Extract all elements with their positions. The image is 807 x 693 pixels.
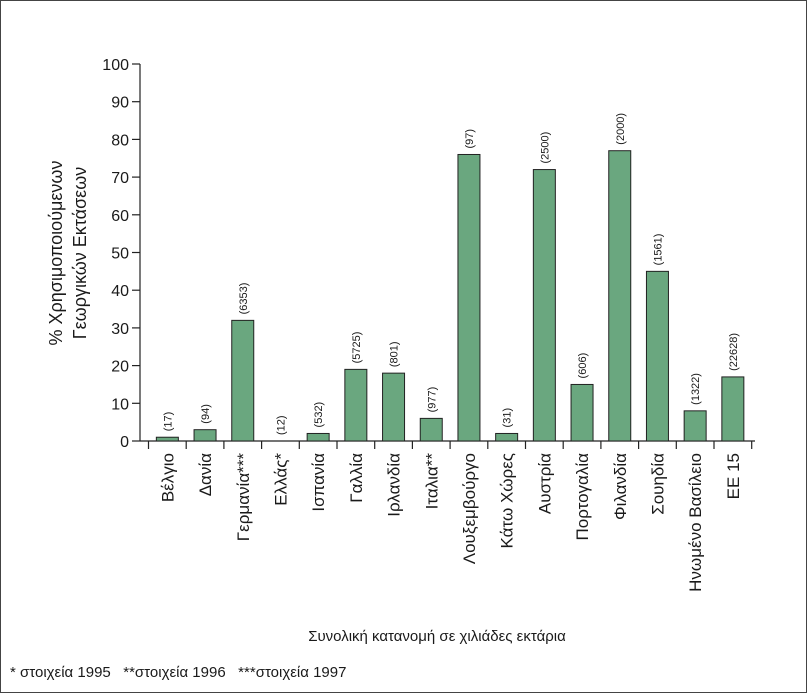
data-label: (977)	[426, 387, 438, 413]
y-tick-label: 20	[111, 359, 129, 376]
x-tick-label: Γαλλία	[347, 453, 366, 503]
x-tick-label: Ελλάς*	[271, 453, 290, 506]
y-axis-title-line1: % Χρησιμοποιούμενων	[46, 161, 66, 346]
bar	[193, 429, 217, 442]
y-tick-label: 0	[120, 434, 129, 451]
bar	[532, 169, 556, 442]
y-tick-label: 90	[111, 95, 129, 112]
x-axis-title: Συνολική κατανομή σε χιλιάδες εκτάρια	[308, 628, 566, 645]
bar	[419, 417, 443, 442]
bar	[495, 432, 519, 442]
data-label: (606)	[577, 353, 589, 379]
bar	[155, 436, 179, 442]
data-label: (1322)	[690, 373, 702, 405]
data-label: (801)	[389, 341, 401, 367]
x-tick-label: Πορτογαλία	[573, 453, 592, 541]
data-label: (5725)	[351, 332, 363, 364]
y-tick-label: 30	[111, 321, 129, 338]
y-tick-label: 40	[111, 283, 129, 300]
y-axis-title-line2: Γεωργικών Εκτάσεων	[70, 167, 90, 340]
x-tick-label: Λουξεμβούργο	[460, 453, 479, 564]
y-tick-label: 70	[111, 170, 129, 187]
bar	[382, 372, 406, 442]
y-tick-label: 100	[102, 57, 129, 74]
bar	[683, 410, 707, 442]
data-label: (22628)	[728, 333, 740, 371]
bar	[645, 270, 669, 442]
x-tick-label: Βέλγιο	[158, 453, 177, 502]
x-tick-label: ΕΕ 15	[724, 453, 743, 499]
labels: (17) Βέλγιο (94) Δανία (6353) Γερμανία*** (12)…	[158, 113, 743, 592]
x-tick-label: Ιρλανδία	[385, 453, 404, 517]
y-tick-label: 10	[111, 396, 129, 413]
x-tick-label: Φιλανδία	[611, 453, 630, 520]
y-tick-label: 50	[111, 246, 129, 263]
data-label: (2500)	[539, 132, 551, 164]
x-tick-label: Ιταλια**	[422, 453, 441, 510]
bar	[231, 319, 255, 442]
x-tick-label: Κάτω Χώρες	[498, 453, 517, 548]
data-label: (31)	[502, 408, 514, 428]
bar	[457, 153, 481, 442]
data-label: (17)	[162, 412, 174, 432]
axes: 0 10 20 30 40 50 60 70 80 90 100	[102, 57, 755, 451]
x-tick-label: Γερμανία***	[234, 453, 253, 542]
y-tick-label: 80	[111, 132, 129, 149]
x-tick-label: Αυστρία	[535, 453, 554, 514]
bar	[570, 383, 594, 442]
x-tick-label: Ηνωμένο Βασίλειο	[686, 453, 705, 592]
bars	[155, 150, 745, 442]
x-tick-label: Σουηδία	[648, 453, 667, 515]
data-label: (97)	[464, 129, 476, 149]
data-label: (2000)	[615, 113, 627, 145]
bar	[721, 376, 745, 442]
footnote: * στοιχεία 1995 **στοιχεία 1996 ***στοιχ…	[10, 664, 347, 681]
bar	[306, 432, 330, 442]
data-label: (94)	[200, 404, 212, 424]
x-tick-label: Δανία	[196, 453, 215, 496]
data-label: (12)	[275, 415, 287, 435]
x-tick-label: Ισπανία	[309, 453, 328, 512]
data-label: (1561)	[652, 234, 664, 266]
data-label: (6353)	[238, 283, 250, 315]
data-label: (532)	[313, 402, 325, 428]
bar	[608, 150, 632, 442]
bar	[344, 368, 368, 442]
y-tick-label: 60	[111, 208, 129, 225]
